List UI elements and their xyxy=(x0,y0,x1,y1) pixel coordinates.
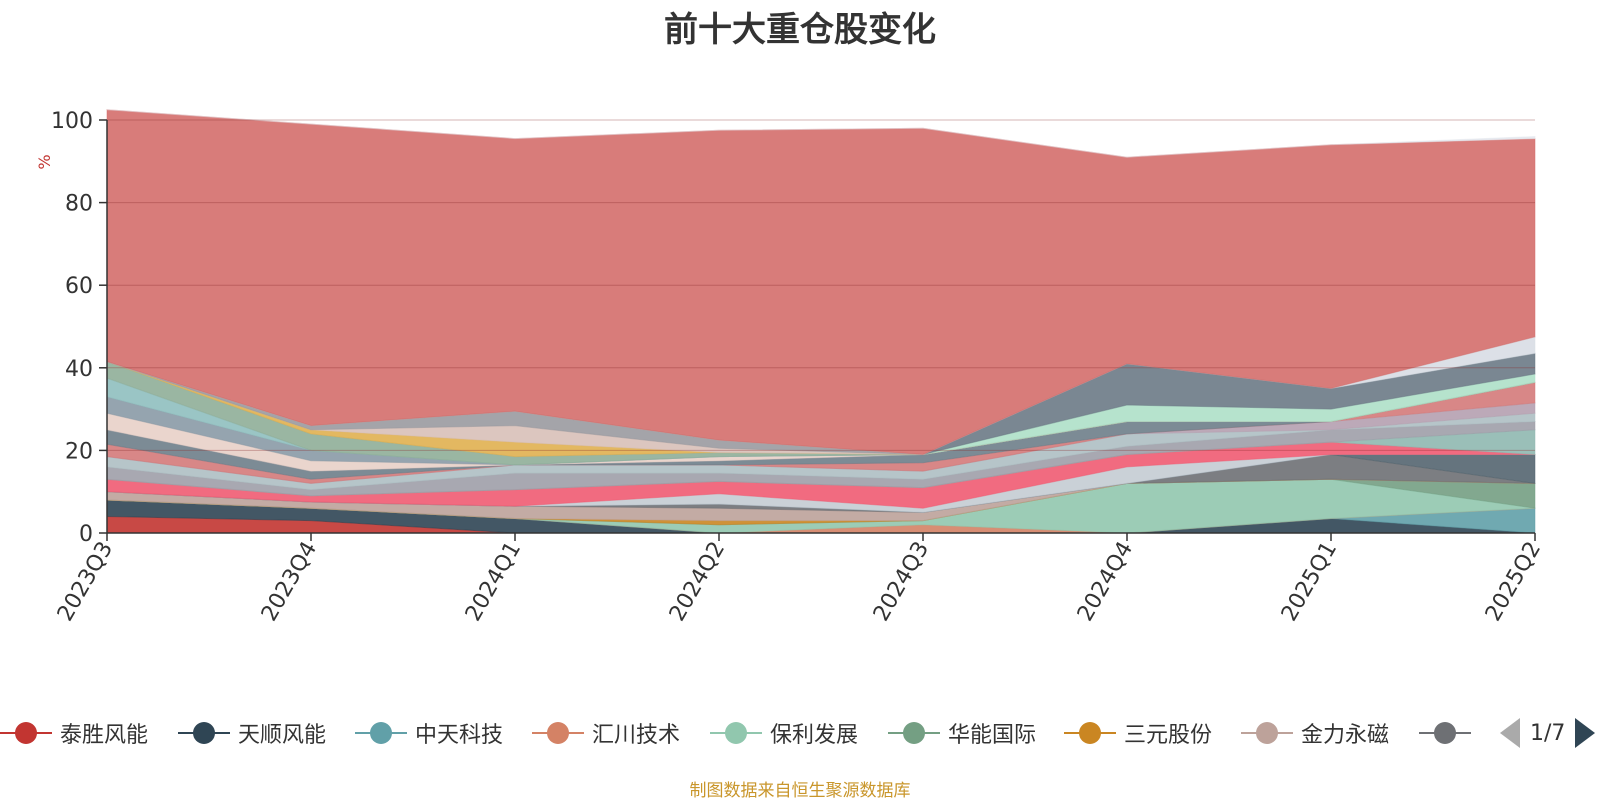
x-tick-label: 2023Q4 xyxy=(257,538,322,626)
x-tick-label: 2023Q3 xyxy=(53,538,118,626)
legend-item[interactable]: 汇川技术 xyxy=(532,708,680,758)
legend-marker-icon xyxy=(888,718,940,748)
x-tick-label: 2025Q2 xyxy=(1481,538,1546,626)
legend-item[interactable]: 天顺风能 xyxy=(178,708,326,758)
y-tick-label: 80 xyxy=(65,192,93,217)
x-tick-label: 2024Q3 xyxy=(869,538,934,626)
legend-item[interactable]: 金力永磁 xyxy=(1241,708,1389,758)
legend-marker-icon xyxy=(532,718,584,748)
legend-label: 中天科技 xyxy=(415,723,504,748)
pager-page-indicator: 1/7 xyxy=(1530,720,1566,746)
legend-pager: 1/7 xyxy=(1500,718,1596,748)
grid-layer xyxy=(107,119,1535,451)
stacked-area-chart: 0 20 40 60 80 100 2023Q3 2023Q4 2024Q1 2024Q2 2024… xyxy=(35,109,1546,626)
legend-label: 泰胜风能 xyxy=(60,723,149,748)
legend-item[interactable]: 中天科技 xyxy=(355,708,503,758)
y-tick-label: 20 xyxy=(65,439,93,464)
y-axis-label: % xyxy=(35,154,54,169)
x-tick-label: 2025Q1 xyxy=(1277,538,1342,626)
x-tick-label: 2024Q4 xyxy=(1073,538,1138,626)
legend-label: 金力永磁 xyxy=(1301,723,1390,748)
source-note: 制图数据来自恒生聚源数据库 xyxy=(689,781,911,801)
legend-item[interactable]: 保利发展 xyxy=(710,708,858,758)
y-tick-label: 60 xyxy=(65,274,93,299)
legend-marker-icon xyxy=(1064,718,1116,748)
legend-marker-icon xyxy=(1241,718,1293,748)
legend-item[interactable]: 三元股份 xyxy=(1064,708,1212,758)
legend-label: 华能国际 xyxy=(948,723,1037,748)
x-tick-label: 2024Q1 xyxy=(461,538,526,626)
pager-prev-icon[interactable] xyxy=(1500,718,1520,748)
y-tick-label: 0 xyxy=(79,522,93,547)
chart-title: 前十大重仓股变化 xyxy=(664,10,936,50)
legend-label: 三元股份 xyxy=(1124,723,1213,748)
y-tick-label: 100 xyxy=(51,109,93,134)
legend-marker-icon xyxy=(710,718,762,748)
legend-marker-icon xyxy=(355,718,407,748)
legend-item[interactable]: 华能国际 xyxy=(888,708,1036,758)
x-tick-label: 2024Q2 xyxy=(665,538,730,626)
y-tick-label: 40 xyxy=(65,357,93,382)
legend-marker-icon xyxy=(1419,718,1471,748)
area-series-layer xyxy=(106,109,1536,534)
legend-label: 天顺风能 xyxy=(238,723,327,748)
legend-item[interactable] xyxy=(1419,708,1479,758)
pager-next-icon[interactable] xyxy=(1575,718,1596,748)
legend-marker-icon xyxy=(178,718,230,748)
legend-item[interactable]: 泰胜风能 xyxy=(0,708,148,758)
legend: 泰胜风能 天顺风能 中天科技 汇川技术 保利发展 华能国际 三元股份 金力永磁 xyxy=(0,708,1600,758)
legend-label: 汇川技术 xyxy=(592,723,681,748)
legend-label: 保利发展 xyxy=(770,723,859,748)
legend-marker-icon xyxy=(0,718,52,748)
area-series-30[interactable] xyxy=(106,109,1536,158)
